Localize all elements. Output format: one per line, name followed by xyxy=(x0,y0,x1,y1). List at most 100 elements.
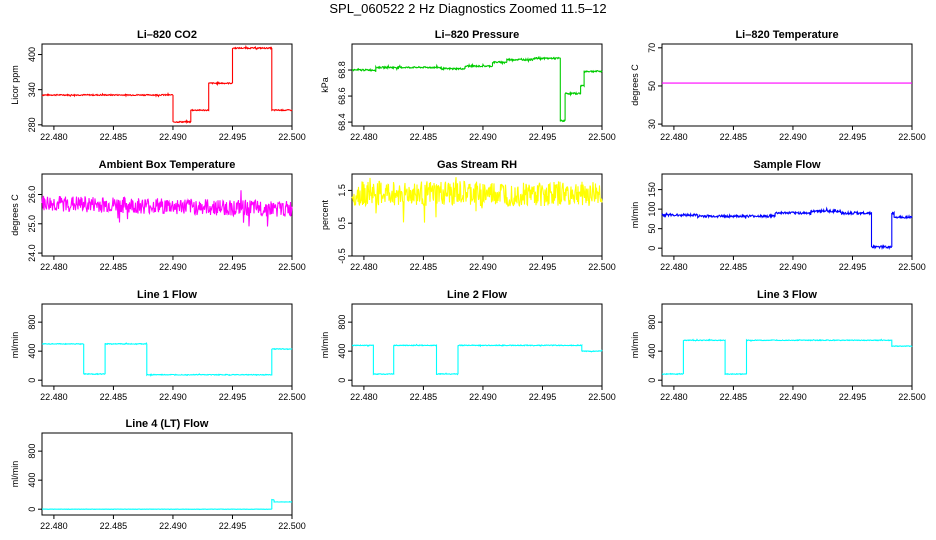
x-tick-label: 22.495 xyxy=(529,132,557,142)
series-line xyxy=(41,342,293,377)
panel-title: Line 3 Flow xyxy=(757,289,817,301)
x-tick-label: 22.485 xyxy=(100,132,128,142)
x-tick-label: 22.485 xyxy=(720,132,748,142)
x-tick-label: 22.480 xyxy=(660,262,688,272)
x-tick-label: 22.500 xyxy=(588,392,616,402)
panel-title: Li–820 Pressure xyxy=(435,29,519,41)
x-tick-label: 22.485 xyxy=(410,392,438,402)
y-axis-label: Licor ppm xyxy=(10,65,20,105)
y-tick-label: 0.5 xyxy=(337,217,347,230)
x-tick-label: 22.485 xyxy=(410,132,438,142)
y-tick-label: 800 xyxy=(27,315,37,330)
page-title: SPL_060522 2 Hz Diagnostics Zoomed 11.5–… xyxy=(329,1,607,16)
y-axis-label: ml/min xyxy=(630,332,640,359)
panel-title: Ambient Box Temperature xyxy=(99,159,236,171)
panel-3: Li–820 Temperature 22.480 22.485 22.490 22.4… xyxy=(630,29,926,142)
series-line xyxy=(41,190,293,227)
plot-frame xyxy=(661,43,913,127)
y-tick-label: 150 xyxy=(647,182,657,197)
series-line xyxy=(351,56,603,123)
x-tick-label: 22.485 xyxy=(720,262,748,272)
y-tick-label: 70 xyxy=(647,43,657,53)
x-tick-label: 22.500 xyxy=(588,262,616,272)
series-line xyxy=(661,338,913,376)
x-tick-label: 22.500 xyxy=(278,262,306,272)
y-tick-label: 400 xyxy=(337,344,347,359)
plot-frame xyxy=(351,43,603,127)
panel-title: Li–820 CO2 xyxy=(137,29,197,41)
x-tick-label: 22.495 xyxy=(219,392,247,402)
y-tick-label: 68.4 xyxy=(337,113,347,131)
series-line xyxy=(661,206,913,250)
x-tick-label: 22.500 xyxy=(898,392,926,402)
y-axis-label: ml/min xyxy=(320,332,330,359)
y-tick-label: 30 xyxy=(647,119,657,129)
panel-10: Line 4 (LT) Flow 22.480 22.485 22.490 22.495… xyxy=(10,418,306,531)
y-tick-label: 0 xyxy=(647,378,657,383)
y-tick-label: 26.0 xyxy=(27,186,37,204)
x-tick-label: 22.490 xyxy=(159,392,187,402)
x-tick-label: 22.490 xyxy=(779,262,807,272)
x-tick-label: 22.480 xyxy=(660,132,688,142)
panel-title: Li–820 Temperature xyxy=(735,29,838,41)
y-tick-label: 100 xyxy=(647,202,657,217)
plot-frame xyxy=(661,303,913,387)
x-tick-label: 22.490 xyxy=(159,262,187,272)
x-tick-label: 22.495 xyxy=(219,521,247,531)
panel-title: Line 1 Flow xyxy=(137,289,197,301)
x-tick-label: 22.485 xyxy=(720,392,748,402)
panel-6: Sample Flow 22.480 22.485 22.490 22.495 22.50… xyxy=(630,159,926,272)
y-tick-label: 800 xyxy=(27,444,37,459)
x-tick-label: 22.485 xyxy=(100,262,128,272)
x-tick-label: 22.495 xyxy=(219,132,247,142)
y-tick-label: 25.0 xyxy=(27,215,37,233)
plot-frame xyxy=(41,303,293,387)
y-axis-label: percent xyxy=(320,199,330,230)
x-tick-label: 22.480 xyxy=(350,132,378,142)
x-tick-label: 22.490 xyxy=(779,132,807,142)
panel-title: Sample Flow xyxy=(753,159,821,171)
x-tick-label: 22.480 xyxy=(350,262,378,272)
x-tick-label: 22.495 xyxy=(839,392,867,402)
y-axis-label: kPa xyxy=(320,77,330,93)
series-line xyxy=(42,498,293,511)
y-tick-label: 340 xyxy=(27,82,37,97)
x-tick-label: 22.495 xyxy=(839,132,867,142)
y-tick-label: 280 xyxy=(27,117,37,132)
x-tick-label: 22.500 xyxy=(278,392,306,402)
panel-1: Li–820 CO2 22.480 22.485 22.490 22.495 22.500… xyxy=(10,29,306,142)
series-line xyxy=(351,177,603,223)
x-tick-label: 22.490 xyxy=(159,132,187,142)
y-tick-label: 400 xyxy=(27,344,37,359)
x-tick-label: 22.485 xyxy=(100,392,128,402)
y-tick-label: 50 xyxy=(647,81,657,91)
x-tick-label: 22.485 xyxy=(100,521,128,531)
panel-title: Line 2 Flow xyxy=(447,289,507,301)
x-tick-label: 22.485 xyxy=(410,262,438,272)
x-tick-label: 22.490 xyxy=(469,132,497,142)
series-line xyxy=(41,44,293,125)
x-tick-label: 22.490 xyxy=(779,392,807,402)
y-tick-label: 800 xyxy=(647,315,657,330)
x-tick-label: 22.495 xyxy=(529,262,557,272)
x-tick-label: 22.480 xyxy=(660,392,688,402)
x-tick-label: 22.500 xyxy=(898,132,926,142)
y-tick-label: 68.8 xyxy=(337,61,347,79)
y-axis-label: ml/min xyxy=(10,461,20,488)
panel-8: Line 2 Flow 22.480 22.485 22.490 22.495 22.50… xyxy=(320,289,616,402)
y-tick-label: -0.5 xyxy=(337,248,347,264)
x-tick-label: 22.490 xyxy=(469,262,497,272)
x-tick-label: 22.500 xyxy=(898,262,926,272)
panel-2: Li–820 Pressure 22.480 22.485 22.490 22.495 2… xyxy=(320,29,616,142)
y-tick-label: 1.5 xyxy=(337,184,347,197)
panel-9: Line 3 Flow 22.480 22.485 22.490 22.495 22.50… xyxy=(630,289,926,402)
plot-frame xyxy=(351,173,603,257)
series-line xyxy=(352,343,603,376)
x-tick-label: 22.500 xyxy=(278,521,306,531)
y-tick-label: 400 xyxy=(27,473,37,488)
y-tick-label: 0 xyxy=(647,246,657,251)
plot-frame xyxy=(41,432,293,516)
x-tick-label: 22.480 xyxy=(40,521,68,531)
x-tick-label: 22.490 xyxy=(469,392,497,402)
